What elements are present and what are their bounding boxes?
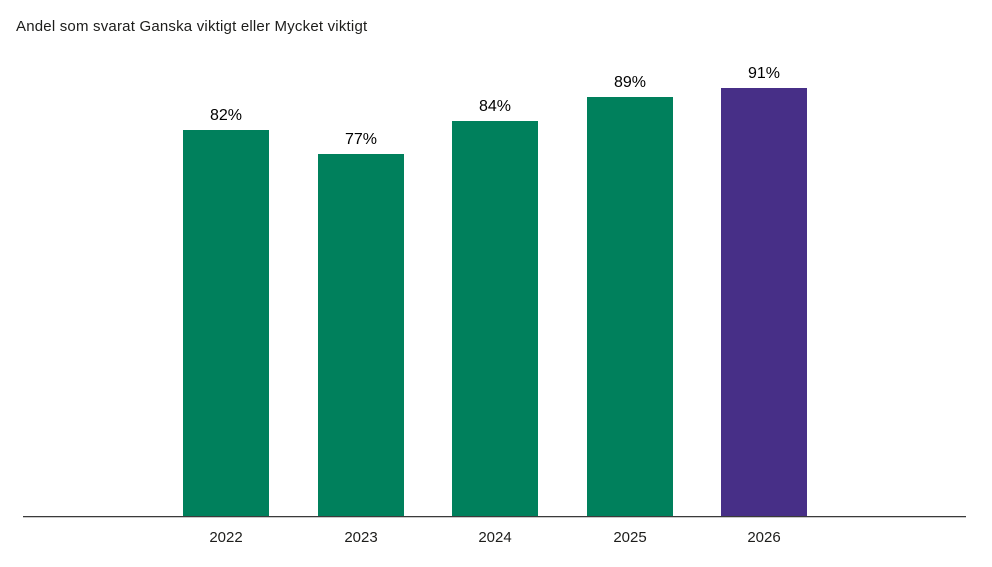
x-axis-label-2025: 2025 xyxy=(613,529,647,546)
bar-2024 xyxy=(452,121,538,516)
chart-title: Andel som svarat Ganska viktigt eller My… xyxy=(16,18,368,35)
bar-value-label-2022: 82% xyxy=(209,107,243,124)
bar-2026 xyxy=(721,88,807,516)
bar-value-label-2025: 89% xyxy=(613,74,647,91)
bar-2022 xyxy=(183,130,269,516)
x-axis-label-2023: 2023 xyxy=(344,529,378,546)
x-axis-label-2024: 2024 xyxy=(478,529,512,546)
bar-2025 xyxy=(587,97,673,516)
x-axis-label-2022: 2022 xyxy=(209,529,243,546)
bar-value-label-2024: 84% xyxy=(478,98,512,115)
x-axis-label-2026: 2026 xyxy=(747,529,781,546)
x-axis-line xyxy=(23,516,966,518)
bar-2023 xyxy=(318,154,404,516)
bar-value-label-2026: 91% xyxy=(747,65,781,82)
bar-value-label-2023: 77% xyxy=(344,131,378,148)
